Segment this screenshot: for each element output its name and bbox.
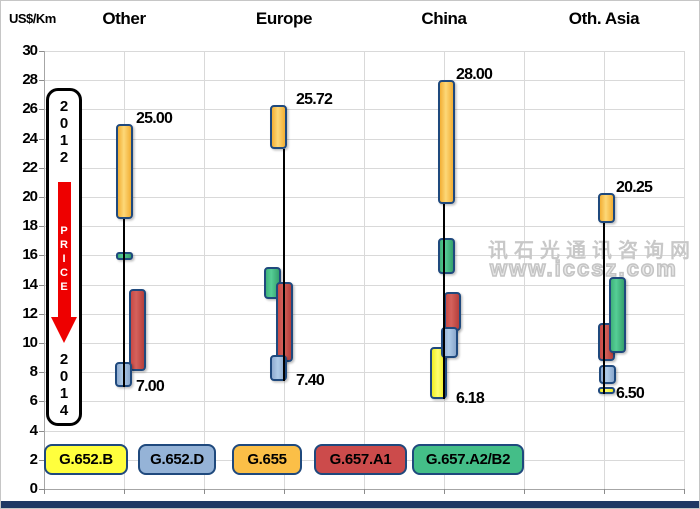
legend-chip-g-657-a1: G.657.A1 xyxy=(314,444,407,475)
bar-china-g-657-a2-b2 xyxy=(437,237,455,275)
whisker-other xyxy=(123,218,125,387)
y-tick-label-14: 14 xyxy=(22,275,38,293)
bar-europe-g-655 xyxy=(269,105,287,149)
y-tick-2 xyxy=(39,459,44,461)
v-gridline-x203 xyxy=(204,51,205,489)
legend-chip-g-657-a2-b2: G.657.A2/B2 xyxy=(412,444,524,475)
y-tick-6 xyxy=(39,401,44,403)
x-tick-x283 xyxy=(284,489,285,494)
min-value-label-oth-asia: 6.50 xyxy=(616,385,645,403)
min-value-label-other: 7.00 xyxy=(136,377,165,395)
watermark-chinese-text: 讯石光通讯咨询网 xyxy=(488,240,696,262)
whisker-china xyxy=(443,204,445,399)
max-value-label-europe: 25.72 xyxy=(296,91,333,109)
bar-china-g-655 xyxy=(437,80,455,205)
legend-chip-g-652-b: G.652.B xyxy=(44,444,128,475)
v-gridline-x363 xyxy=(364,51,365,489)
column-header-other: Other xyxy=(102,9,146,28)
bar-oth-asia-g-652-d xyxy=(598,364,616,384)
y-tick-label-2: 2 xyxy=(29,450,38,468)
x-tick-x363 xyxy=(364,489,365,494)
y-tick-14 xyxy=(39,284,44,286)
x-tick-x443 xyxy=(444,489,445,494)
x-tick-x123 xyxy=(124,489,125,494)
y-tick-12 xyxy=(39,313,44,315)
x-tick-x683 xyxy=(684,489,685,494)
y-tick-20 xyxy=(39,197,44,198)
y-tick-label-10: 10 xyxy=(22,334,38,351)
bar-other-g-655 xyxy=(115,124,133,219)
v-gridline-x523 xyxy=(524,51,525,489)
y-tick-24 xyxy=(39,138,44,140)
bar-oth-asia-g-655 xyxy=(597,193,615,224)
whisker-europe xyxy=(283,148,285,381)
bar-china-g-657-a1 xyxy=(443,291,461,332)
legend-chip-g-655: G.655 xyxy=(232,444,302,475)
y-tick-30 xyxy=(39,51,44,52)
legend-chip-g-652-d: G.652.D xyxy=(138,444,216,475)
y-tick-label-0: 0 xyxy=(29,480,38,497)
y-tick-label-12: 12 xyxy=(22,304,38,322)
x-tick-x603 xyxy=(604,489,605,494)
y-tick-label-20: 20 xyxy=(22,188,38,205)
column-header-europe: Europe xyxy=(255,9,313,28)
column-header-oth-asia: Oth. Asia xyxy=(568,9,640,28)
price-down-arrow-head xyxy=(51,317,77,343)
y-tick-10 xyxy=(39,343,44,344)
bar-oth-asia-g-652-b xyxy=(597,386,615,395)
y-tick-22 xyxy=(39,167,44,169)
bar-oth-asia-g-657-a2-b2 xyxy=(608,277,626,354)
min-value-label-europe: 7.40 xyxy=(296,371,325,389)
y-tick-label-4: 4 xyxy=(29,421,38,439)
min-value-label-china: 6.18 xyxy=(456,389,485,407)
y-tick-0 xyxy=(39,489,44,490)
y-tick-label-26: 26 xyxy=(22,100,38,118)
y-tick-label-16: 16 xyxy=(22,246,38,264)
v-gridline-x43 xyxy=(44,51,45,489)
bar-europe-g-652-d xyxy=(269,354,287,381)
y-tick-8 xyxy=(39,372,44,374)
y-tick-28 xyxy=(39,80,44,82)
y-axis-unit-label: US$/Km xyxy=(9,11,56,26)
y-tick-label-8: 8 xyxy=(29,363,38,381)
x-tick-x203 xyxy=(204,489,205,494)
y-tick-label-30: 30 xyxy=(22,42,38,59)
bar-china-g-652-b xyxy=(429,347,447,399)
x-tick-x43 xyxy=(44,489,45,494)
max-value-label-china: 28.00 xyxy=(456,66,493,84)
y-tick-4 xyxy=(39,430,44,432)
y-tick-26 xyxy=(39,109,44,111)
y-tick-label-18: 18 xyxy=(22,217,38,235)
price-down-arrow-shaft xyxy=(57,182,71,317)
y-tick-label-22: 22 xyxy=(22,158,38,176)
y-tick-18 xyxy=(39,226,44,228)
x-tick-x523 xyxy=(524,489,525,494)
y-tick-label-6: 6 xyxy=(29,392,38,410)
bottom-border-strip xyxy=(1,501,699,508)
whisker-oth-asia xyxy=(603,223,605,395)
bar-other-g-657-a1 xyxy=(128,288,146,371)
column-header-china: China xyxy=(421,9,467,28)
watermark-url-text: www.iccsz.com xyxy=(489,255,678,282)
y-tick-16 xyxy=(39,255,44,257)
v-gridline-x683 xyxy=(684,51,685,489)
max-value-label-other: 25.00 xyxy=(136,110,173,127)
y-tick-label-28: 28 xyxy=(22,71,38,89)
max-value-label-oth-asia: 20.25 xyxy=(616,179,653,197)
y-tick-label-24: 24 xyxy=(22,129,38,147)
